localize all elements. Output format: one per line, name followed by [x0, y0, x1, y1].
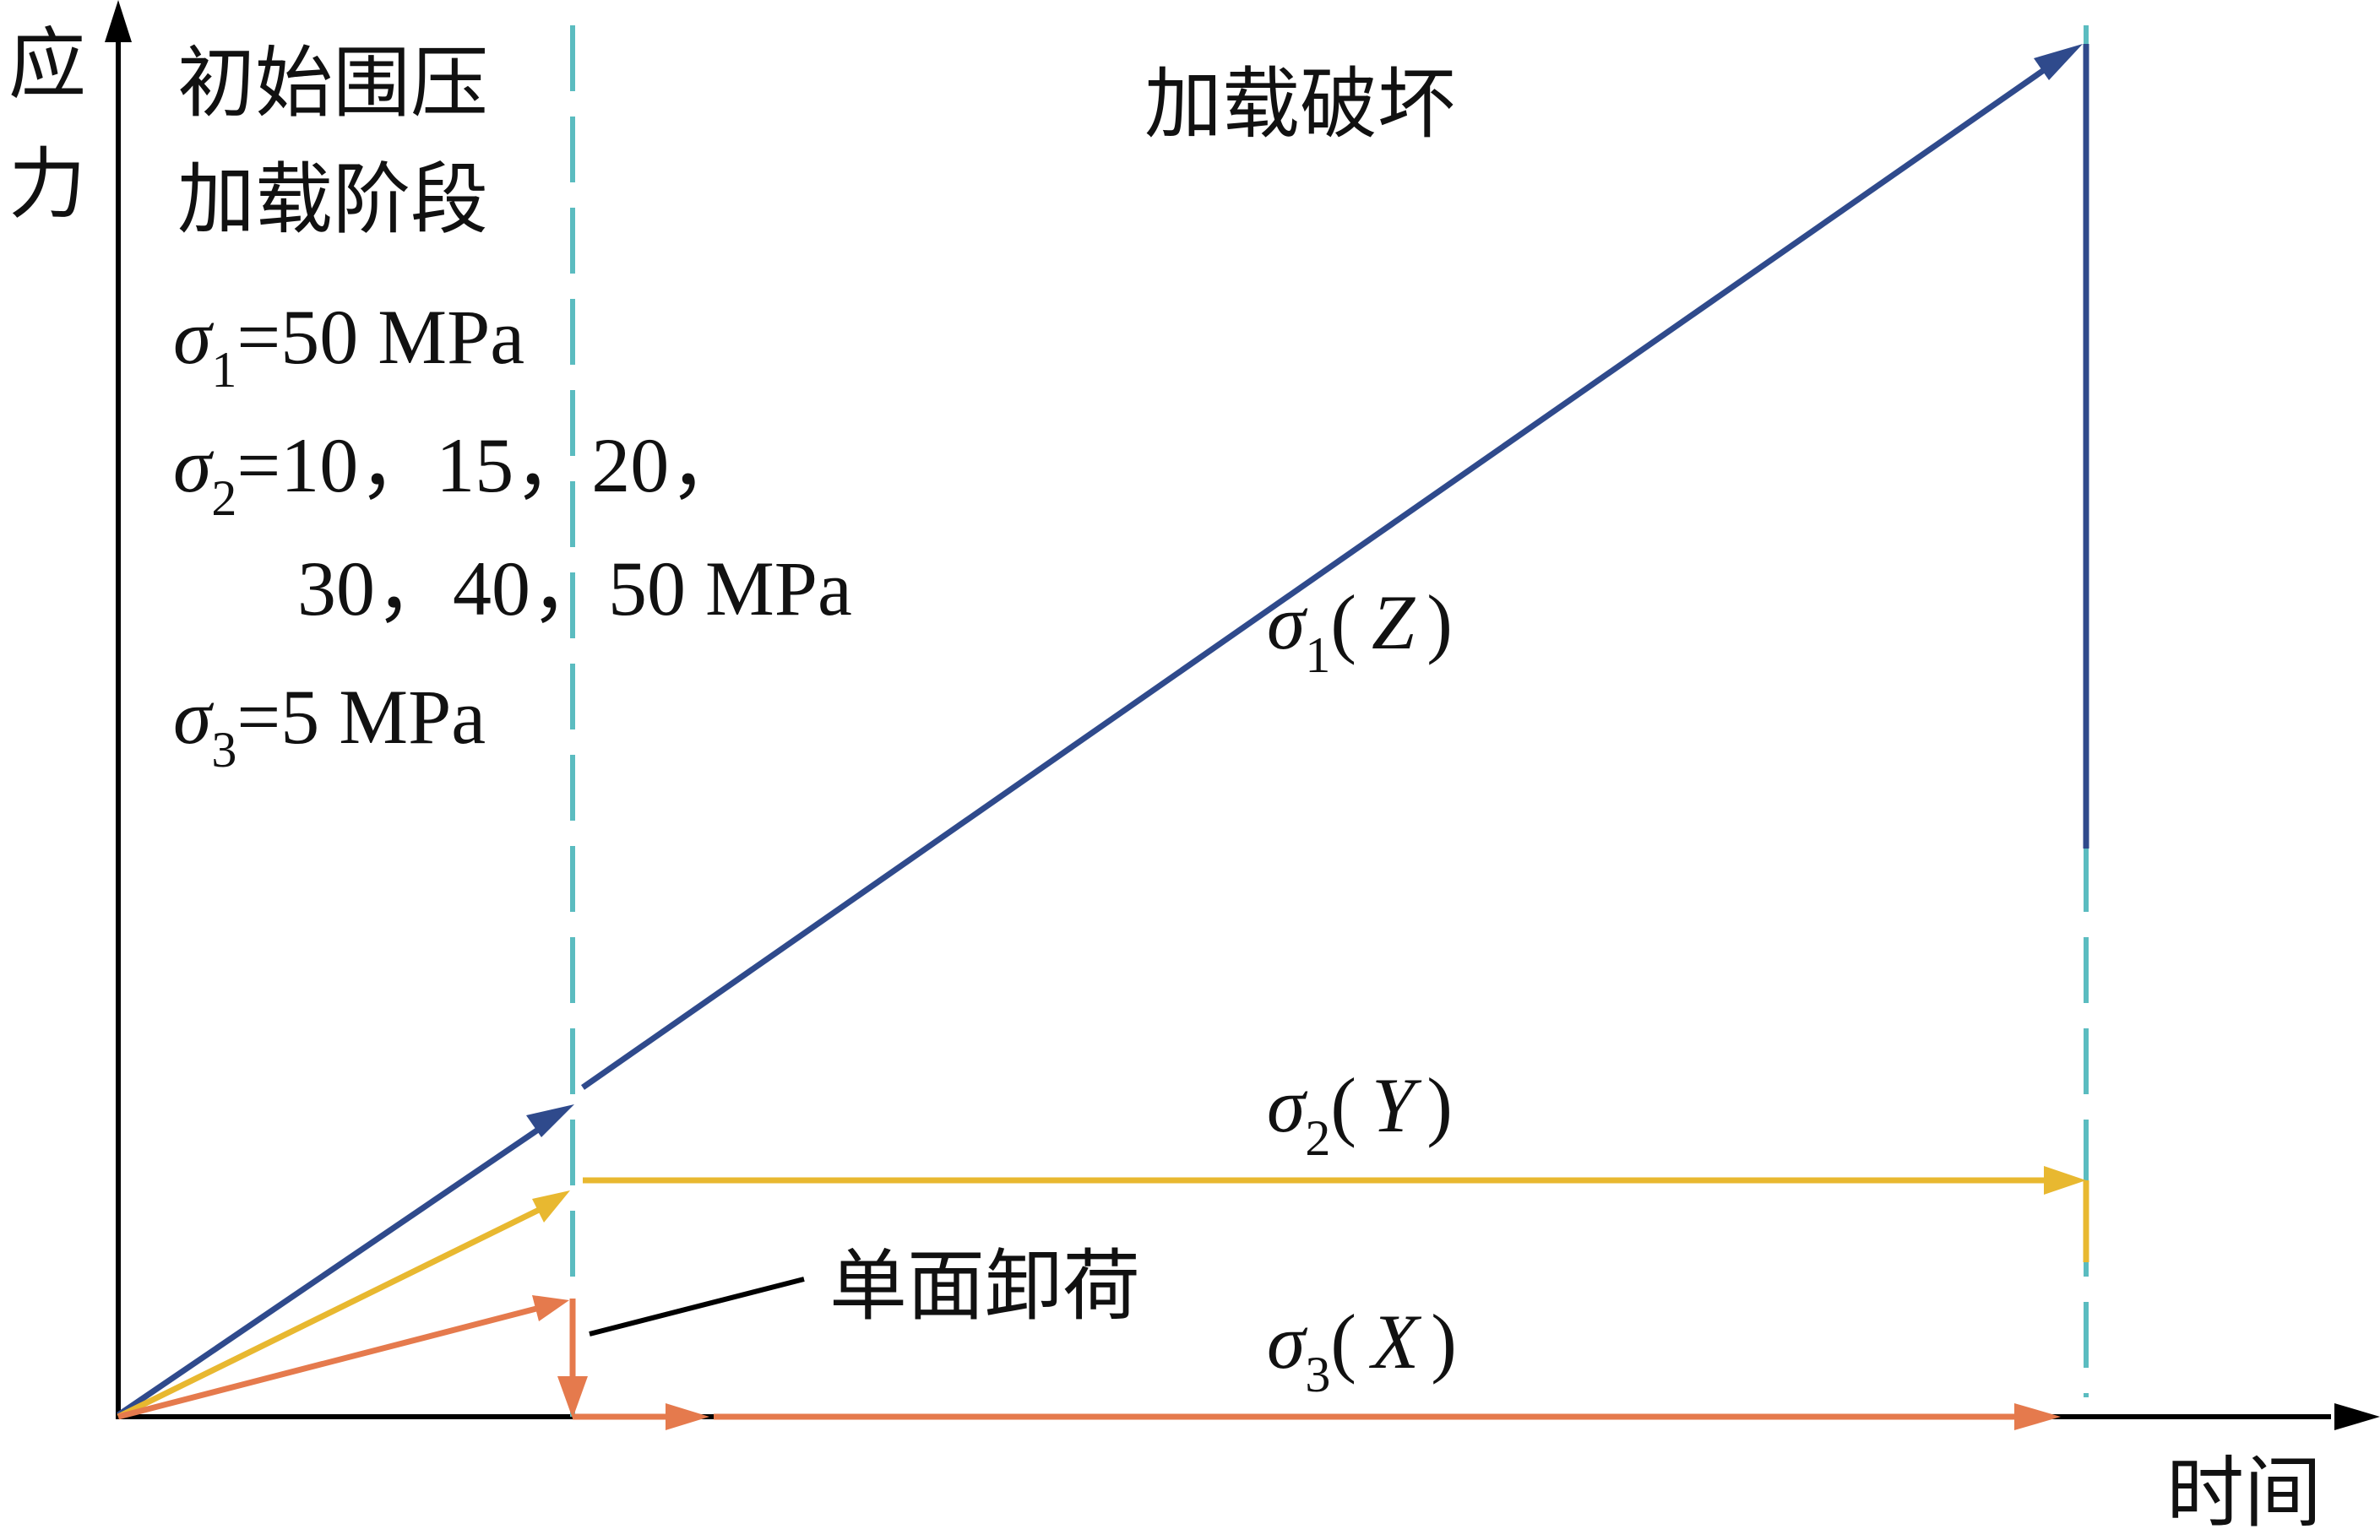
y-axis-label-line2: 力 — [8, 139, 86, 230]
x-axis-arrow-icon — [2334, 1403, 2380, 1430]
y-axis-label-line1: 应 — [8, 19, 86, 110]
sigma3-initial-line — [117, 1305, 537, 1420]
sigma2-initial-arrow-icon — [532, 1190, 570, 1223]
curve-label-sigma3: σ3(X) — [1267, 1299, 1457, 1402]
stage-failure-label: 加载破坏 — [1144, 59, 1455, 149]
condition-sigma1: σ1=50 MPa — [173, 294, 524, 398]
condition-sigma3: σ3=5 MPa — [173, 674, 486, 778]
sigma3-hold-arrow-icon — [2014, 1403, 2061, 1430]
stage-initial-line1: 初始围压 — [177, 38, 488, 128]
curve-label-sigma2: σ2(Y) — [1267, 1062, 1453, 1166]
curve-label-sigma1: σ1(Z) — [1267, 579, 1453, 683]
condition-sigma2-line1: σ2=10，15，20， — [173, 422, 747, 526]
sigma2-initial-line — [117, 1206, 542, 1420]
sigma3-unloading-arrow-icon — [557, 1376, 588, 1418]
y-axis-arrow-icon — [105, 0, 132, 42]
sigma1-loading-line — [580, 68, 2046, 1090]
sigma1-initial-arrow-icon — [526, 1104, 574, 1137]
sigma1-initial-line — [117, 1125, 542, 1418]
sigma1-loading-arrow-icon — [2034, 44, 2083, 80]
unloading-leader-line — [589, 1277, 805, 1337]
x-axis-label: 时间 — [2166, 1448, 2322, 1538]
condition-sigma2-line2: 30，40，50 MPa — [297, 545, 852, 632]
stage-initial-line2: 加载阶段 — [177, 155, 488, 245]
sigma3-low-arrow-icon — [666, 1403, 709, 1430]
unloading-annotation: 单面卸荷 — [829, 1241, 1140, 1331]
sigma2-hold-arrow-icon — [2044, 1166, 2086, 1195]
sigma3-initial-arrow-icon — [532, 1295, 569, 1321]
